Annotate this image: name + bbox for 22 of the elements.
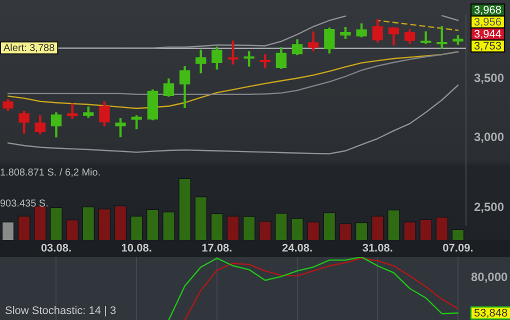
text: 3,753	[474, 40, 502, 53]
text: 80,000	[471, 270, 508, 284]
text: 3,956	[474, 16, 502, 29]
text: Slow Stochastic: 14 | 3	[5, 305, 116, 317]
x-tick-label: 24.08.	[282, 242, 313, 255]
y-tick-label: 3,000	[474, 130, 504, 144]
y-tick-label: 3,500	[474, 70, 504, 85]
x-tick-label: 07.09.	[442, 242, 474, 255]
text: 3,968	[474, 4, 502, 17]
x-tick-label: 17.08.	[202, 242, 232, 255]
candlestick	[420, 31, 432, 44]
x-tick-label: 10.08.	[121, 242, 152, 255]
ref-line-label: Alert: 3,788	[4, 43, 56, 54]
annotation: 903.435 S.	[0, 198, 48, 210]
text: 3,944	[474, 28, 502, 41]
text: 53,848	[474, 308, 508, 320]
x-tick-label: 31.08.	[362, 242, 393, 255]
candlestick	[260, 54, 270, 68]
x-tick-label: 03.08.	[40, 242, 72, 255]
annotation: 1.808.871 S. / 6,2 Mio.	[0, 167, 101, 178]
candlestick	[66, 104, 78, 119]
y-tick-label: 2,500	[474, 200, 504, 214]
